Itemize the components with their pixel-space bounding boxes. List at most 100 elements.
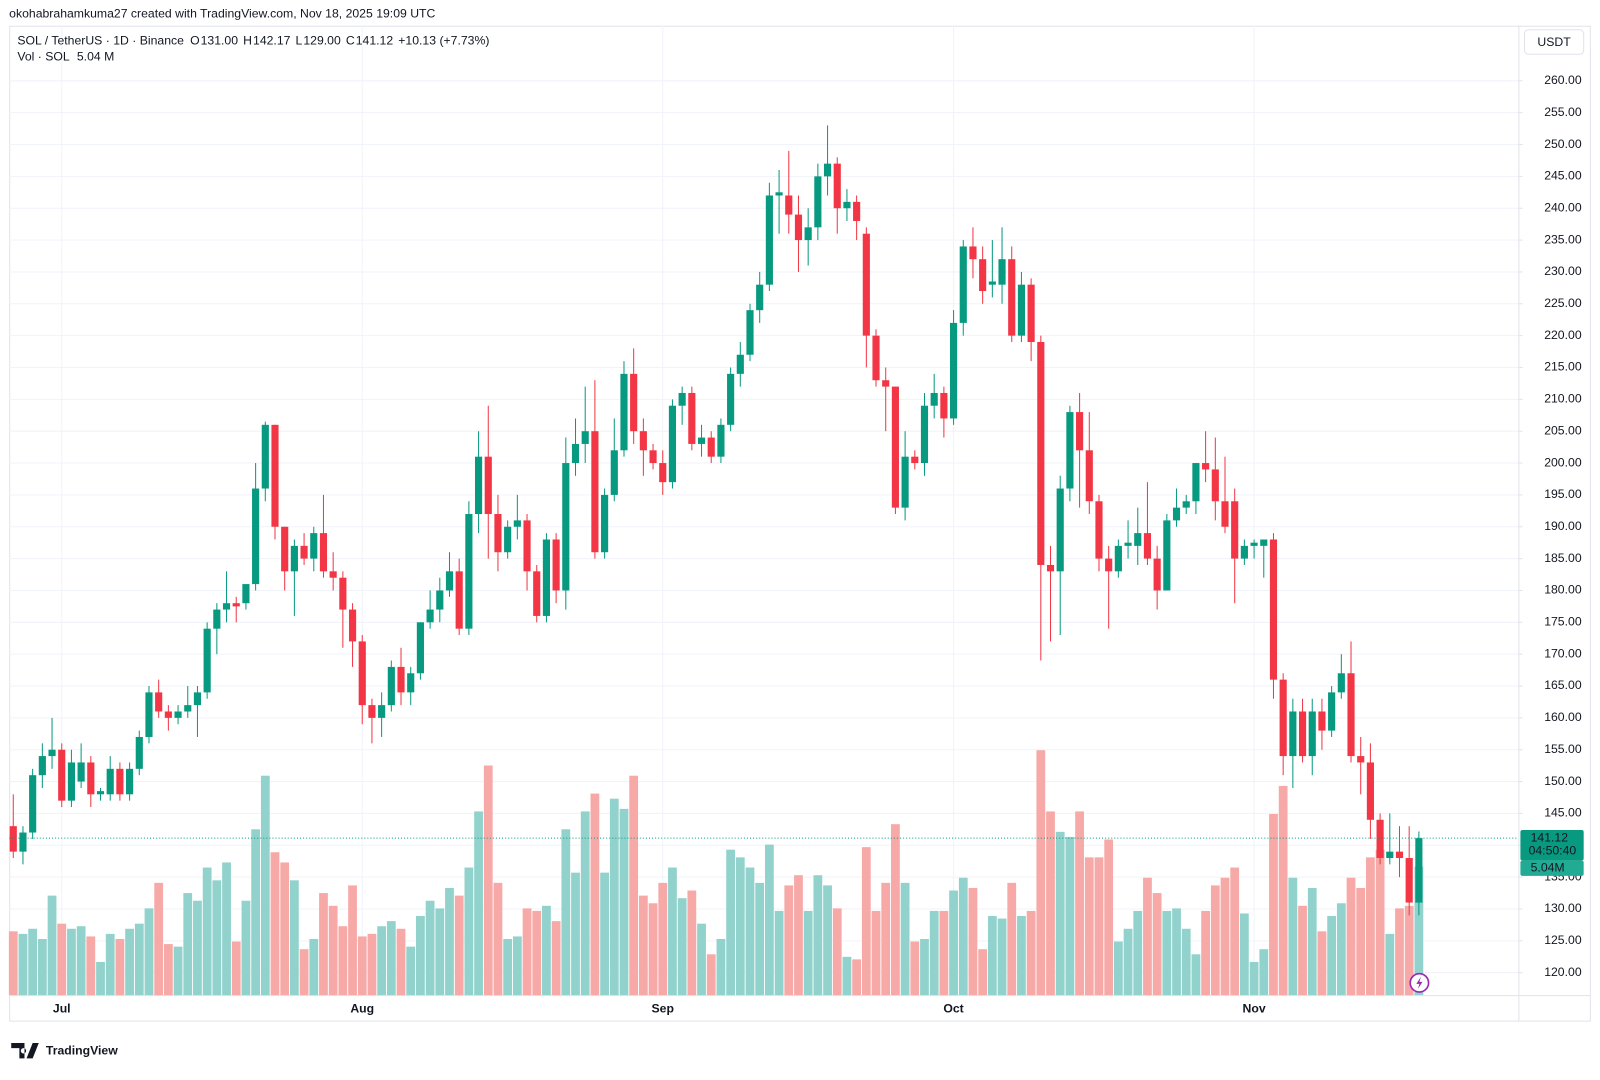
candle-body (610, 450, 618, 495)
replay-icon[interactable] (1409, 972, 1430, 993)
candle-body (659, 463, 667, 483)
currency[interactable]: USDT (1537, 35, 1571, 49)
candle-body (1231, 501, 1239, 559)
candle-body (1347, 673, 1355, 757)
volume-bar (1210, 885, 1220, 996)
candle-body (707, 437, 715, 457)
candle-body (19, 832, 27, 852)
candle-body (9, 826, 17, 852)
y-tick-label: 255.00 (1544, 105, 1582, 119)
volume-bar (794, 875, 803, 996)
volume-bar (929, 910, 939, 996)
legend-symbol: SOL / TetherUS · 1D · Binance (17, 33, 184, 47)
volume-bar (86, 936, 96, 996)
candle-body (378, 705, 386, 718)
frame (9, 25, 1591, 1022)
legend-value: 142.17 (253, 33, 291, 47)
candle-body (901, 456, 909, 508)
y-tick-label: 200.00 (1544, 455, 1582, 469)
candle-body (1124, 542, 1132, 546)
y-tick-label: 195.00 (1544, 487, 1582, 501)
volume-bar (590, 793, 600, 996)
candle-body (853, 201, 861, 221)
candle-body (484, 456, 492, 515)
candle-body (523, 520, 531, 572)
volume-bar (512, 936, 522, 996)
volume-bar (1065, 836, 1075, 996)
candle-body (1017, 284, 1025, 336)
volume-bar (561, 829, 571, 996)
legend: SOL / TetherUS · 1D · Binance O 131.00 H 142… (17, 33, 489, 63)
volume-bar (1162, 910, 1172, 996)
volume-bar (891, 824, 900, 996)
logo[interactable]: TradingView (11, 1043, 118, 1059)
candle-body (1279, 679, 1287, 757)
candle-body (979, 259, 987, 292)
candle-body (678, 392, 686, 406)
candle-body (135, 736, 143, 769)
candle-body (920, 405, 929, 464)
volume-bar (222, 862, 231, 996)
candle-body (145, 692, 153, 737)
volume-bar (67, 928, 76, 996)
candle-body (814, 176, 822, 228)
volume-bar (1055, 831, 1065, 996)
volume-bar (454, 895, 464, 996)
candle-body (1046, 564, 1055, 572)
volume-bar (193, 900, 202, 996)
volume-bar (1414, 866, 1424, 996)
candle-body (1192, 463, 1200, 502)
volume-bar (1133, 910, 1143, 996)
y-tick-label: 145.00 (1544, 806, 1582, 820)
candle-body (455, 571, 463, 629)
y-tick-label: 160.00 (1544, 710, 1582, 724)
candle-body (1008, 259, 1016, 336)
volume-bar (842, 956, 852, 996)
volume-bar (483, 765, 493, 996)
last-volume-box (1520, 860, 1584, 876)
candle-body (1395, 851, 1404, 859)
y-tick-label: 225.00 (1544, 296, 1582, 310)
candle-body (1376, 819, 1384, 859)
legend-key: C (346, 33, 355, 47)
volume-bar (1201, 910, 1210, 996)
candle-body (1105, 558, 1113, 572)
y-tick-label: 180.00 (1544, 583, 1582, 597)
candle-body (940, 392, 948, 419)
volume-bar (1172, 908, 1181, 996)
volume-bar (231, 941, 241, 996)
legend-volume-label: Vol · SOL (17, 50, 70, 64)
x-tick-label: Nov (1243, 1002, 1266, 1016)
candle-body (193, 692, 202, 706)
legend-volume-value: 5.04 M (77, 50, 114, 64)
volume-bar (76, 926, 86, 996)
volume-bar (163, 944, 173, 996)
volume-bar (96, 961, 105, 996)
volume-bar (638, 895, 648, 996)
candle-body (1114, 545, 1122, 572)
candle-body (552, 539, 560, 591)
volume-bar (900, 882, 910, 996)
legend-value: 129.00 (303, 33, 341, 47)
grid: Jul Aug Sep Oct Nov (9, 25, 1519, 1016)
volume-bar (144, 908, 154, 996)
volume-bar (600, 872, 609, 996)
volume-bar (958, 877, 968, 996)
icon-bolt (1416, 976, 1423, 989)
candle-body (1095, 501, 1103, 559)
volume-bar (28, 928, 38, 996)
logo-text[interactable]: TradingView (46, 1043, 118, 1057)
candle-body (775, 192, 783, 196)
candle-body (950, 322, 958, 419)
candle-body (164, 711, 172, 718)
candle-body (756, 284, 764, 311)
candle-body (348, 609, 357, 642)
volume-bar (1026, 910, 1036, 996)
header: okohabrahamkuma27 created with TradingVi… (9, 7, 435, 21)
volume-bar (435, 908, 445, 996)
volume-bar (270, 852, 280, 996)
candle-body (174, 711, 182, 718)
currency-box[interactable] (1523, 29, 1585, 55)
volume-bar (939, 910, 949, 996)
countdown: 04:50:40 (1529, 844, 1577, 858)
